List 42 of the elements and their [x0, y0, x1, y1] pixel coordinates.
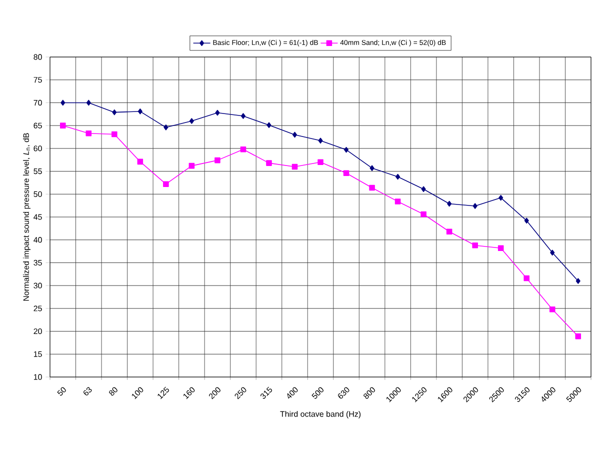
point	[292, 164, 298, 170]
point	[549, 306, 556, 312]
point	[189, 118, 194, 124]
point	[292, 132, 298, 138]
point	[498, 245, 504, 251]
point	[240, 146, 246, 152]
point	[138, 108, 142, 114]
point	[86, 130, 92, 136]
point	[215, 110, 220, 116]
point	[524, 275, 530, 282]
point	[164, 124, 168, 130]
point	[86, 100, 91, 106]
point	[318, 159, 324, 166]
point	[266, 160, 272, 166]
point	[576, 278, 580, 284]
point	[421, 186, 426, 192]
point	[188, 162, 195, 169]
point	[472, 242, 478, 248]
point	[370, 165, 374, 171]
point	[60, 122, 66, 128]
point	[575, 333, 582, 340]
point	[60, 100, 66, 106]
point	[472, 203, 478, 209]
point	[214, 157, 220, 164]
point	[240, 113, 246, 119]
point	[524, 218, 529, 224]
point	[369, 184, 375, 191]
point	[420, 211, 426, 218]
point	[447, 200, 452, 207]
point	[137, 158, 144, 165]
point	[550, 250, 555, 256]
point	[344, 146, 349, 153]
point	[163, 181, 169, 187]
point	[396, 174, 400, 180]
point	[318, 138, 323, 144]
point	[446, 228, 452, 235]
point	[112, 131, 118, 138]
point	[112, 109, 117, 116]
point	[394, 198, 401, 204]
point	[498, 194, 504, 201]
point	[343, 170, 350, 176]
point	[266, 122, 272, 128]
